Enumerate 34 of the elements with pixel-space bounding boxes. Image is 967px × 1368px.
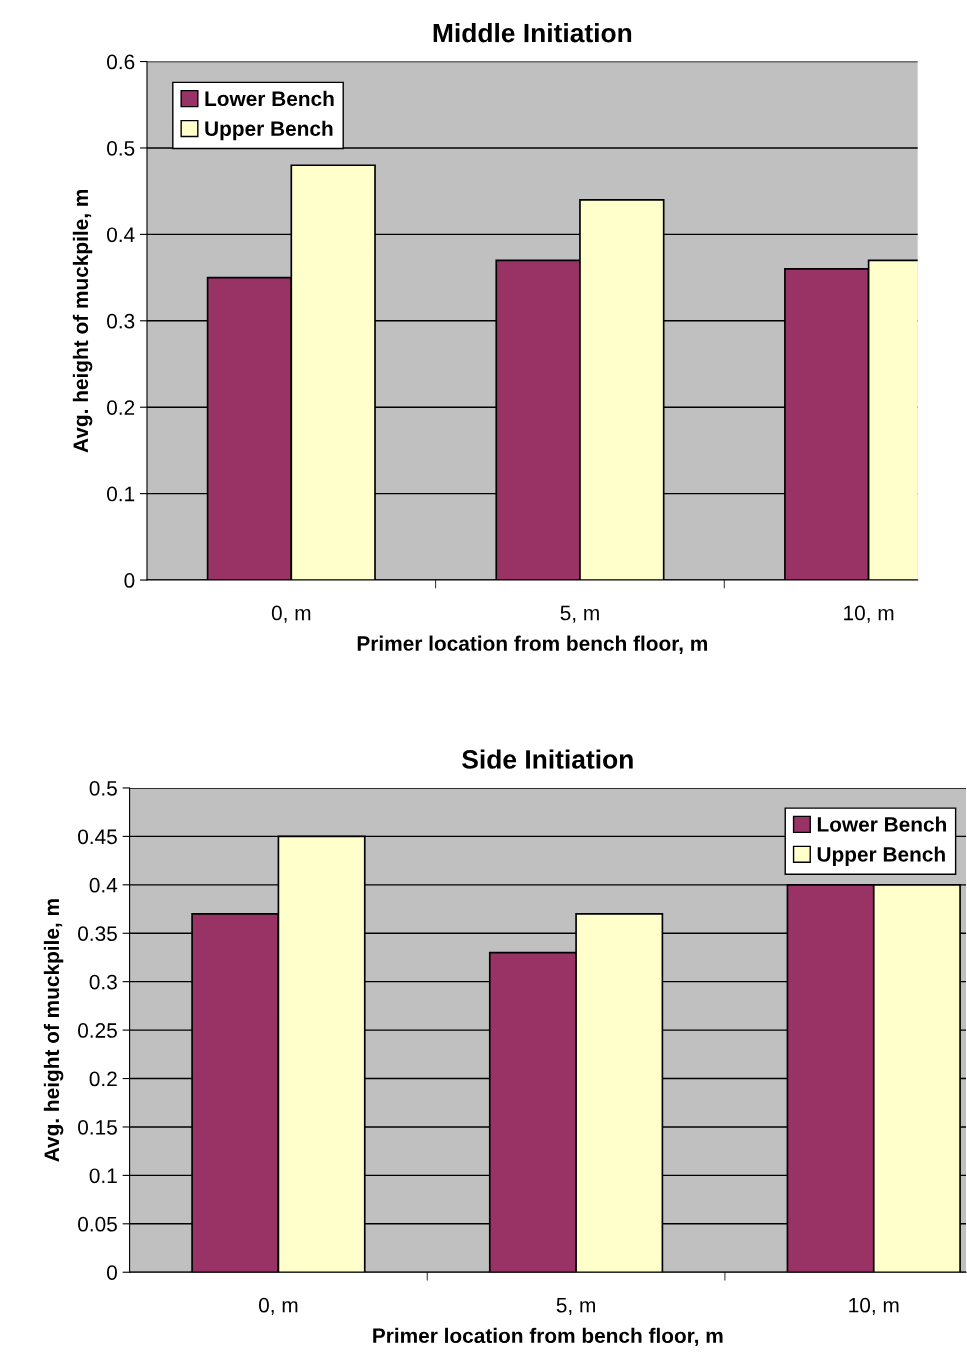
legend-label: Upper Bench bbox=[205, 120, 333, 141]
y-tick-label: 0.4 bbox=[107, 227, 135, 243]
legend-label: Lower Bench bbox=[205, 90, 334, 107]
y-tick-label: 0.5 bbox=[107, 140, 135, 156]
y-tick-label: 0 bbox=[124, 573, 135, 588]
y-tick-label: 0.2 bbox=[89, 1071, 117, 1087]
x-tick-label: 5, m bbox=[556, 1298, 595, 1315]
y-tick-label: 0.5 bbox=[89, 780, 117, 796]
y-tick-label: 0.35 bbox=[78, 926, 117, 941]
x-tick-label: 10, m bbox=[844, 605, 894, 623]
y-tick-label: 0.05 bbox=[78, 1216, 117, 1232]
x-tick-label: 0, m bbox=[258, 1297, 298, 1315]
x-axis-title: Primer location from bench floor, m bbox=[373, 1327, 723, 1347]
y-tick-label: 0.2 bbox=[107, 400, 135, 415]
legend-label: Lower Bench bbox=[817, 816, 946, 832]
x-tick-label: 10, m bbox=[849, 1297, 899, 1315]
x-axis-title: Primer location from bench floor, m bbox=[357, 635, 708, 654]
y-tick-label: 0.4 bbox=[89, 877, 118, 893]
y-axis-title: Avg. height of muckpile, m bbox=[43, 899, 64, 1162]
legend-label: Upper Bench bbox=[817, 846, 945, 866]
x-tick-label: 5, m bbox=[560, 605, 599, 623]
y-tick-label: 0.1 bbox=[89, 1168, 117, 1184]
chart-title: Middle Initiation bbox=[433, 22, 632, 43]
y-tick-label: 0.45 bbox=[78, 829, 117, 845]
chart-title: Side Initiation bbox=[462, 749, 633, 769]
y-tick-label: 0.3 bbox=[107, 313, 135, 329]
y-axis-title: Avg. height of muckpile, m bbox=[72, 189, 93, 453]
y-tick-label: 0 bbox=[107, 1265, 117, 1280]
y-tick-label: 0.15 bbox=[78, 1119, 117, 1135]
y-tick-label: 0.3 bbox=[89, 974, 117, 990]
y-tick-label: 0.25 bbox=[78, 1023, 117, 1038]
x-tick-label: 0, m bbox=[271, 605, 311, 623]
y-tick-label: 0.1 bbox=[107, 486, 135, 502]
y-tick-label: 0.6 bbox=[107, 54, 135, 70]
